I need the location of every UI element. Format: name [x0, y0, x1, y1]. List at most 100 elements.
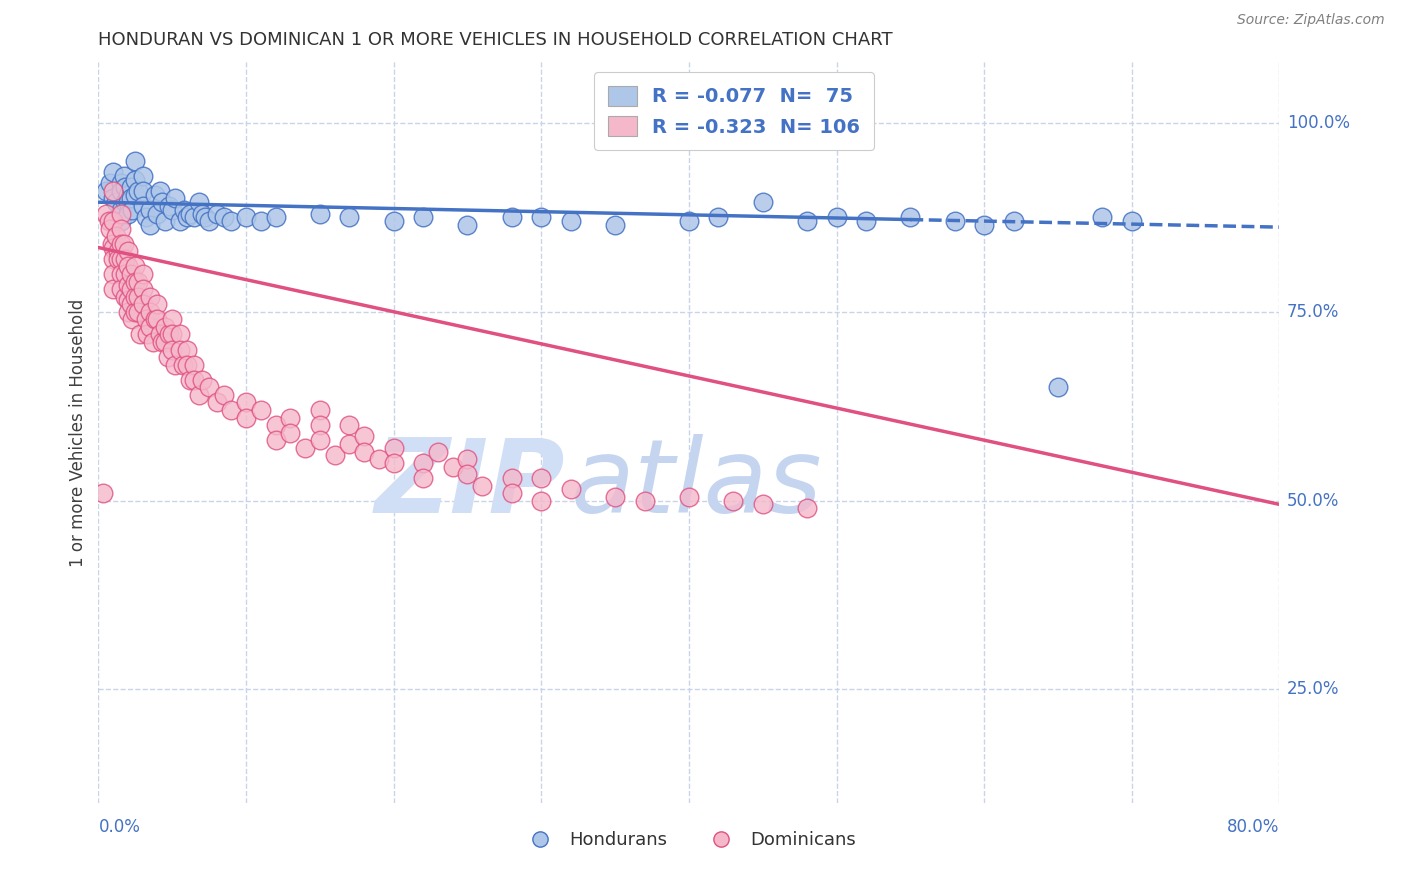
Point: [169, 327, 191, 342]
Point: [120, 191, 142, 205]
Point: [382, 214, 405, 228]
Point: [150, 334, 173, 349]
Point: [124, 153, 146, 168]
Point: [212, 211, 235, 225]
Text: 100.0%: 100.0%: [1286, 114, 1350, 132]
Point: [120, 267, 142, 281]
Point: [212, 388, 235, 402]
Point: [339, 211, 361, 225]
Point: [105, 229, 128, 244]
Point: [153, 334, 176, 349]
Point: [235, 395, 257, 409]
Point: [198, 214, 221, 228]
Point: [103, 165, 125, 179]
Point: [796, 214, 818, 228]
Point: [103, 267, 125, 281]
Point: [127, 275, 149, 289]
Point: [441, 459, 464, 474]
Point: [124, 275, 146, 289]
Point: [187, 388, 209, 402]
Point: [103, 241, 125, 255]
Point: [323, 448, 346, 462]
Point: [150, 195, 173, 210]
Point: [183, 211, 205, 225]
Point: [98, 177, 121, 191]
Point: [235, 211, 257, 225]
Point: [172, 358, 194, 372]
Point: [132, 267, 155, 281]
Point: [110, 177, 132, 191]
Point: [110, 184, 132, 198]
Point: [634, 493, 657, 508]
Point: [114, 195, 136, 210]
Point: [98, 221, 121, 235]
Point: [117, 206, 139, 220]
Point: [103, 282, 125, 296]
Point: [94, 184, 117, 198]
Point: [250, 214, 273, 228]
Point: [120, 282, 142, 296]
Point: [1121, 214, 1143, 228]
Point: [117, 278, 139, 293]
Point: [156, 350, 179, 364]
Point: [530, 211, 553, 225]
Point: [139, 304, 162, 318]
Point: [678, 214, 700, 228]
Point: [117, 195, 139, 210]
Point: [153, 214, 176, 228]
Point: [855, 214, 877, 228]
Point: [678, 490, 700, 504]
Point: [165, 191, 187, 205]
Point: [139, 290, 162, 304]
Text: 0.0%: 0.0%: [98, 818, 141, 836]
Point: [1002, 214, 1025, 228]
Point: [132, 297, 155, 311]
Point: [162, 343, 183, 357]
Point: [457, 467, 479, 482]
Point: [264, 211, 287, 225]
Point: [353, 429, 375, 443]
Point: [412, 456, 434, 470]
Point: [107, 244, 129, 259]
Point: [723, 493, 745, 508]
Point: [176, 343, 198, 357]
Point: [412, 471, 434, 485]
Point: [114, 290, 136, 304]
Point: [135, 211, 157, 225]
Text: ZIP: ZIP: [374, 434, 565, 535]
Point: [146, 312, 169, 326]
Point: [752, 497, 775, 511]
Point: [382, 441, 405, 455]
Point: [605, 490, 627, 504]
Point: [309, 206, 332, 220]
Point: [169, 343, 191, 357]
Point: [309, 433, 332, 447]
Point: [132, 169, 155, 183]
Point: [136, 327, 159, 342]
Point: [146, 206, 169, 220]
Point: [149, 327, 172, 342]
Point: [110, 202, 132, 217]
Point: [107, 211, 129, 225]
Point: [205, 206, 228, 220]
Point: [943, 214, 966, 228]
Point: [427, 444, 450, 458]
Point: [183, 358, 205, 372]
Point: [560, 214, 582, 228]
Point: [179, 373, 201, 387]
Point: [339, 418, 361, 433]
Point: [309, 403, 332, 417]
Point: [135, 312, 157, 326]
Point: [139, 202, 162, 217]
Point: [112, 169, 135, 183]
Point: [127, 290, 149, 304]
Point: [412, 211, 434, 225]
Point: [309, 418, 332, 433]
Point: [221, 214, 243, 228]
Point: [280, 410, 302, 425]
Point: [501, 471, 523, 485]
Point: [796, 501, 818, 516]
Point: [205, 395, 228, 409]
Point: [114, 267, 136, 281]
Point: [973, 218, 995, 232]
